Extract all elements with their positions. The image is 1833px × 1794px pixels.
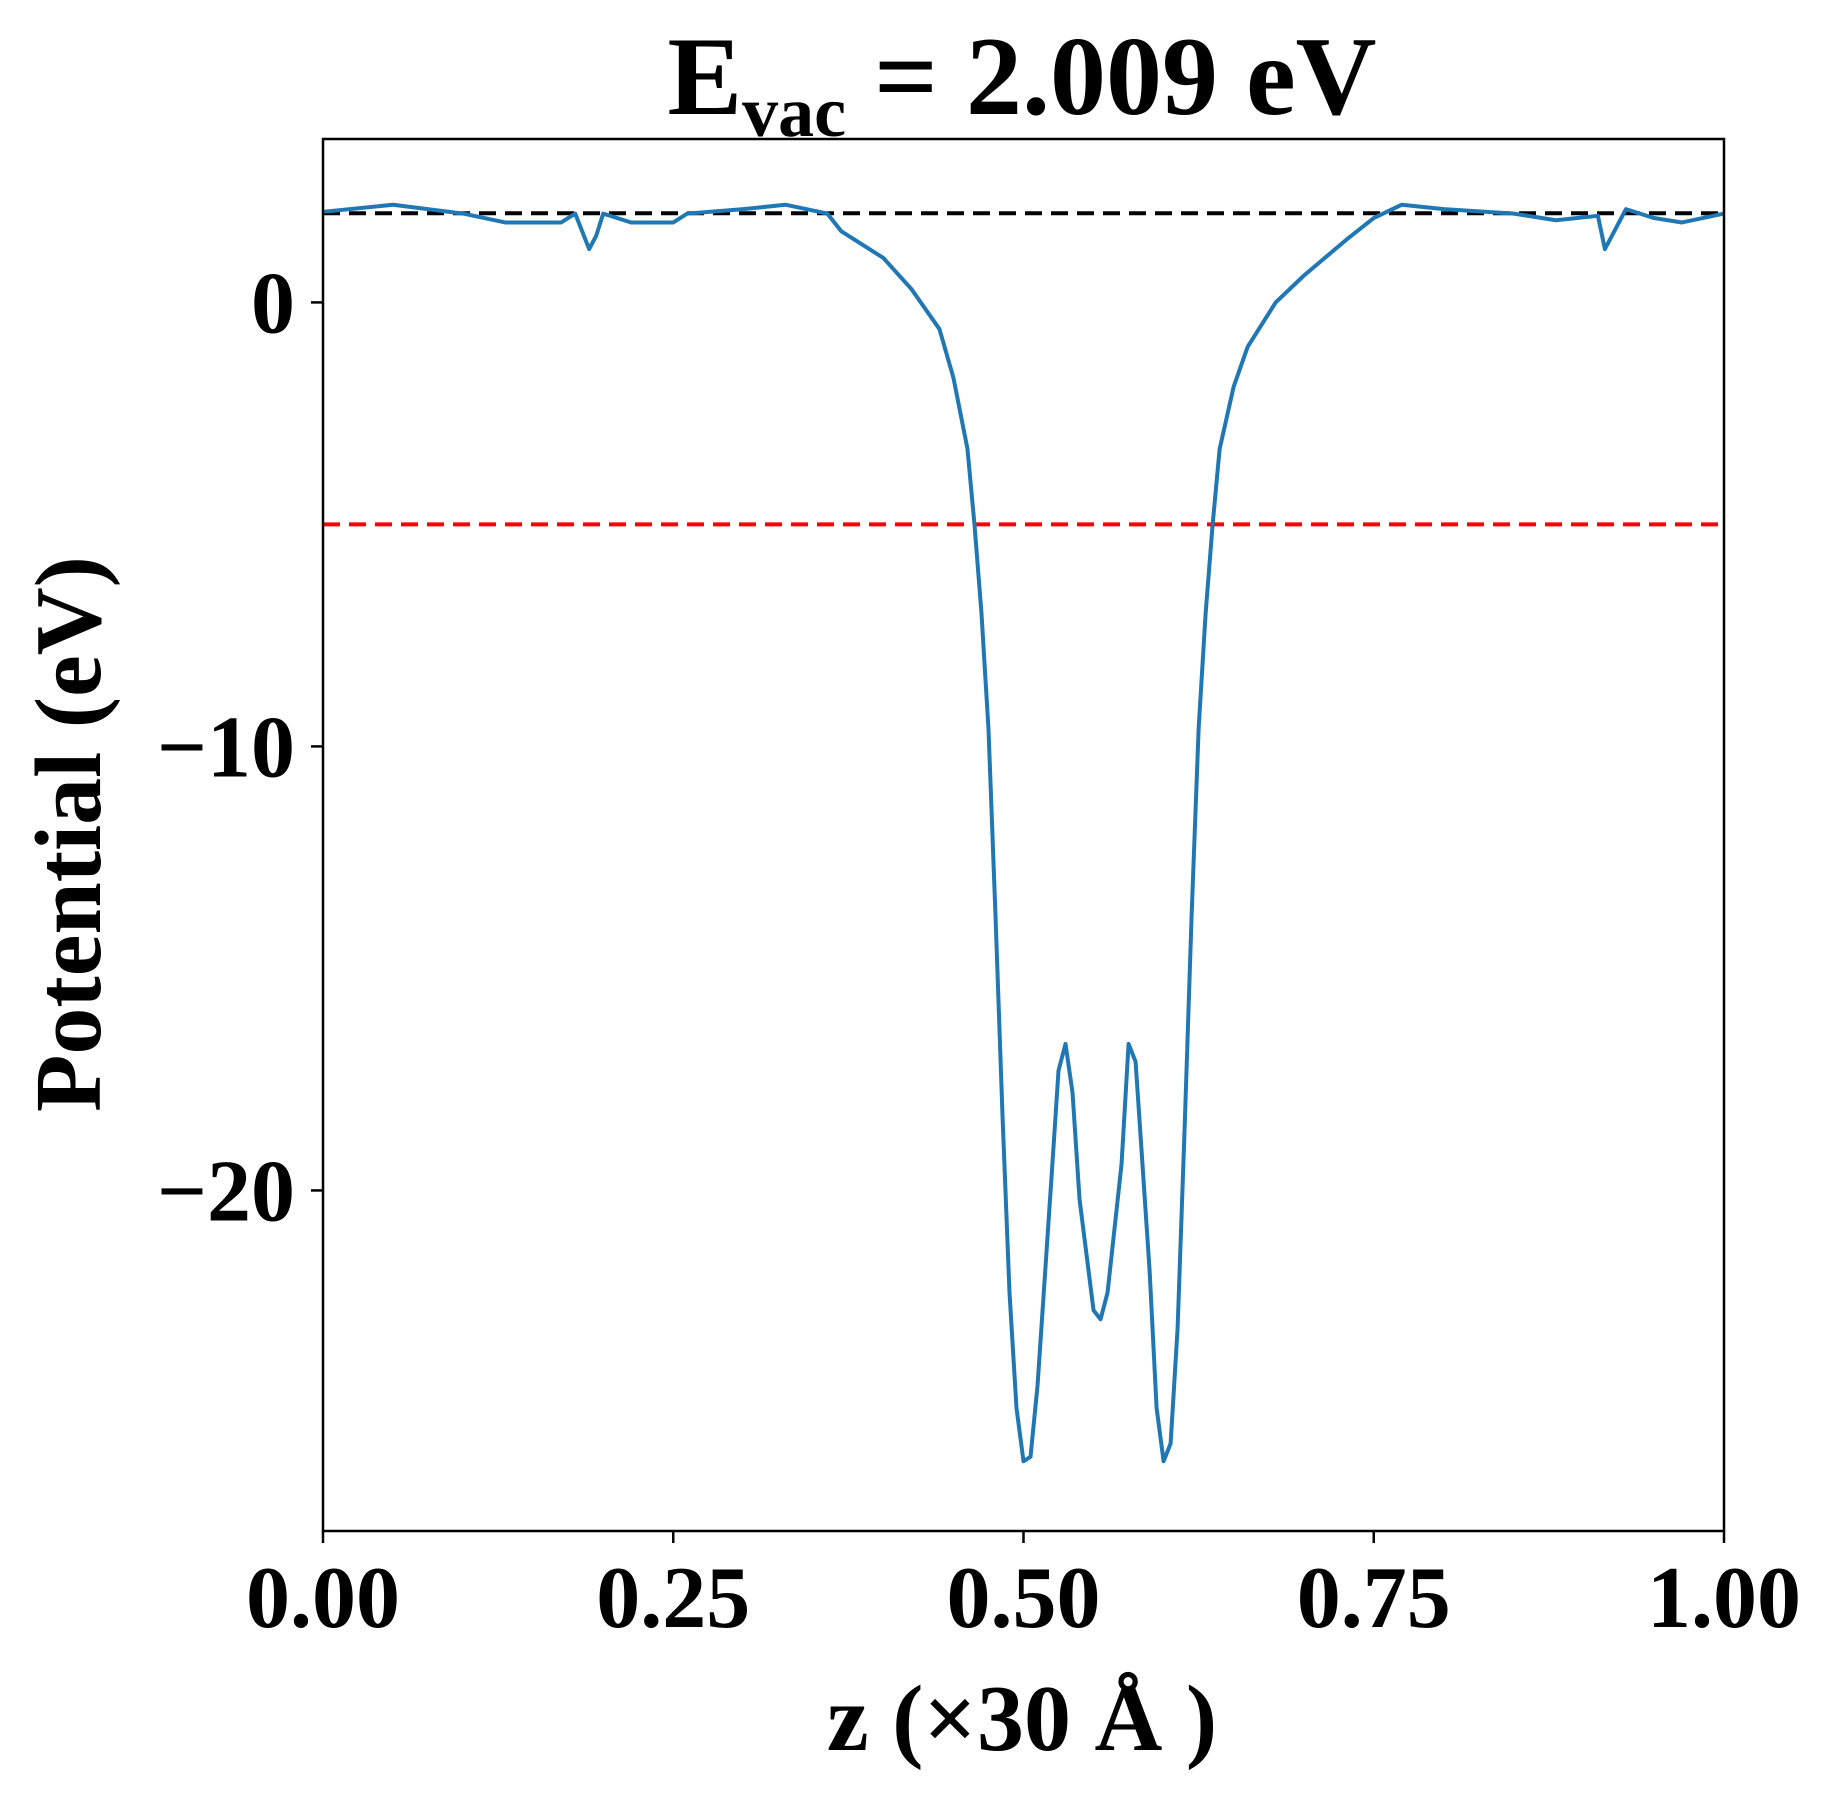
y-tick-label: 0 bbox=[251, 255, 295, 352]
x-axis-label: z (×30 Å ) bbox=[827, 1667, 1217, 1771]
x-tick-label: 0.50 bbox=[947, 1550, 1101, 1647]
x-tick-label: 0.00 bbox=[246, 1550, 400, 1647]
x-tick-label: 1.00 bbox=[1647, 1550, 1801, 1647]
title-rest: = 2.009 eV bbox=[846, 15, 1376, 139]
x-tick-label: 0.25 bbox=[596, 1550, 750, 1647]
x-tick-label: 0.75 bbox=[1297, 1550, 1451, 1647]
plot-frame bbox=[321, 137, 1726, 1533]
y-tick-label: −20 bbox=[157, 1143, 295, 1240]
title-main: E bbox=[667, 15, 742, 139]
y-tick-label: −10 bbox=[157, 699, 295, 796]
chart-title: Evac = 2.009 eV bbox=[667, 15, 1376, 152]
line-series bbox=[322, 202, 1725, 1464]
y-axis-label: Potential (eV) bbox=[17, 556, 121, 1112]
